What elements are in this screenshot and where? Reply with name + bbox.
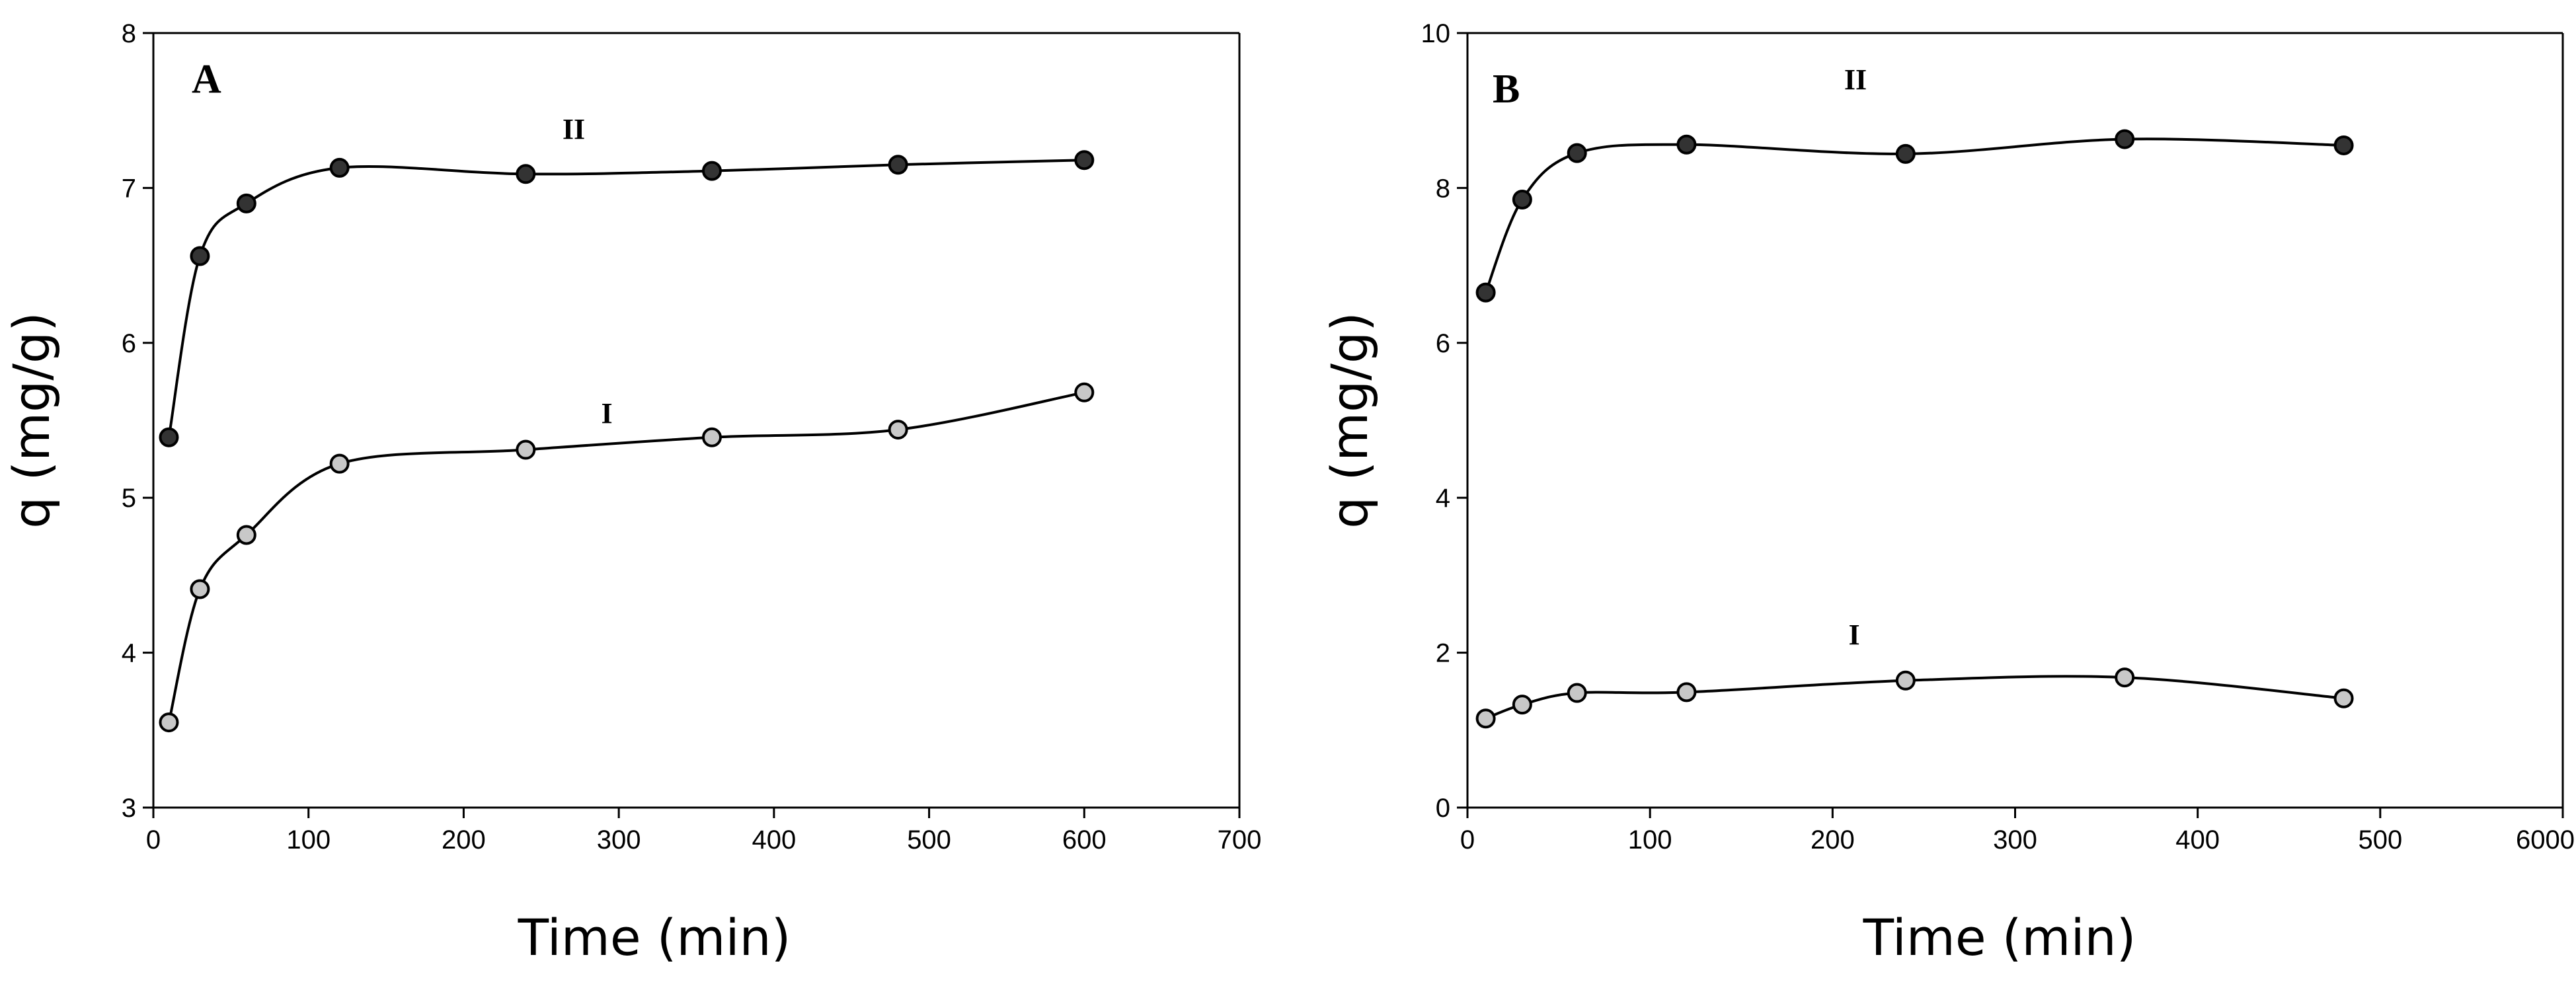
panel-label: A <box>192 57 221 102</box>
y-tick-label: 4 <box>122 639 136 668</box>
data-point <box>1676 134 1697 155</box>
data-point <box>1895 670 1916 691</box>
data-point <box>701 427 722 447</box>
series-i: I <box>1475 619 2354 729</box>
data-point <box>888 420 908 440</box>
x-tick-label: 400 <box>2175 825 2220 855</box>
series-label: II <box>563 113 585 145</box>
x-tick-label: 500 <box>2358 825 2402 855</box>
x-tick-label: 200 <box>442 825 486 855</box>
x-tick-label: 400 <box>752 825 796 855</box>
x-axis-title: Time (min) <box>1863 908 2136 967</box>
data-point <box>516 439 536 460</box>
data-point <box>236 525 256 545</box>
data-point <box>1567 143 1587 163</box>
data-point <box>1895 143 1916 164</box>
x-tick-label: 700 <box>1218 825 1262 855</box>
data-point <box>1074 382 1095 402</box>
data-point <box>1567 683 1587 703</box>
data-point <box>190 579 210 599</box>
data-point <box>1676 682 1697 703</box>
data-point <box>888 155 908 175</box>
series-label: I <box>601 397 612 430</box>
data-point <box>701 161 722 181</box>
series-line <box>1484 137 2344 293</box>
data-point <box>2333 688 2354 708</box>
x-tick-label: 0 <box>1460 825 1475 855</box>
series-ii: II <box>1475 63 2354 303</box>
series-i: I <box>159 382 1095 733</box>
x-tick-label: 0 <box>146 825 161 855</box>
data-point <box>159 427 179 447</box>
data-point <box>2115 667 2135 688</box>
data-point <box>1512 189 1532 209</box>
data-point <box>159 712 179 733</box>
series-label: I <box>1848 619 1859 651</box>
y-tick-label: 0 <box>1436 794 1450 823</box>
chart-panel-a: 0 100 200 300 400 500 600 700 3 4 5 6 7 8 Time (min) q … <box>2 19 1261 967</box>
data-point <box>1512 695 1532 715</box>
y-axis-title: q (mg/g) <box>2 312 61 529</box>
y-tick-label: 4 <box>1436 484 1450 513</box>
chart-panel-b: 0 100 200 300 400 500 6000 0 2 4 6 8 10 Time (min) q (… <box>1320 19 2575 967</box>
y-tick-label: 6 <box>122 329 136 358</box>
data-point <box>329 157 350 178</box>
x-tick-label: 6000 <box>2516 825 2575 855</box>
y-tick-label: 10 <box>1421 19 1451 48</box>
series-label: II <box>1844 63 1867 96</box>
x-tick-label: 100 <box>1628 825 1672 855</box>
data-point <box>2115 129 2135 149</box>
y-tick-label: 5 <box>122 484 136 513</box>
y-tick-label: 6 <box>1436 329 1450 358</box>
y-tick-label: 2 <box>1436 639 1450 668</box>
data-point <box>2333 135 2354 155</box>
x-axis-title: Time (min) <box>518 908 791 967</box>
x-tick-label: 300 <box>597 825 641 855</box>
data-point <box>236 193 256 213</box>
y-tick-label: 7 <box>122 174 136 203</box>
x-tick-label: 200 <box>1811 825 1855 855</box>
data-point <box>516 164 536 184</box>
data-point <box>329 453 350 474</box>
x-tick-label: 500 <box>907 825 951 855</box>
y-axis-title: q (mg/g) <box>1320 312 1379 529</box>
data-point <box>1475 708 1496 729</box>
panel-label: B <box>1493 67 1520 112</box>
y-tick-label: 8 <box>1436 174 1450 203</box>
x-tick-label: 100 <box>286 825 331 855</box>
y-tick-label: 3 <box>122 794 136 823</box>
data-point <box>1475 282 1496 303</box>
data-point <box>190 246 210 266</box>
data-point <box>1074 150 1095 171</box>
series-ii: II <box>159 113 1095 447</box>
series-line <box>1485 675 2344 720</box>
x-tick-label: 600 <box>1062 825 1107 855</box>
y-tick-label: 8 <box>122 19 136 48</box>
x-tick-label: 300 <box>1993 825 2037 855</box>
